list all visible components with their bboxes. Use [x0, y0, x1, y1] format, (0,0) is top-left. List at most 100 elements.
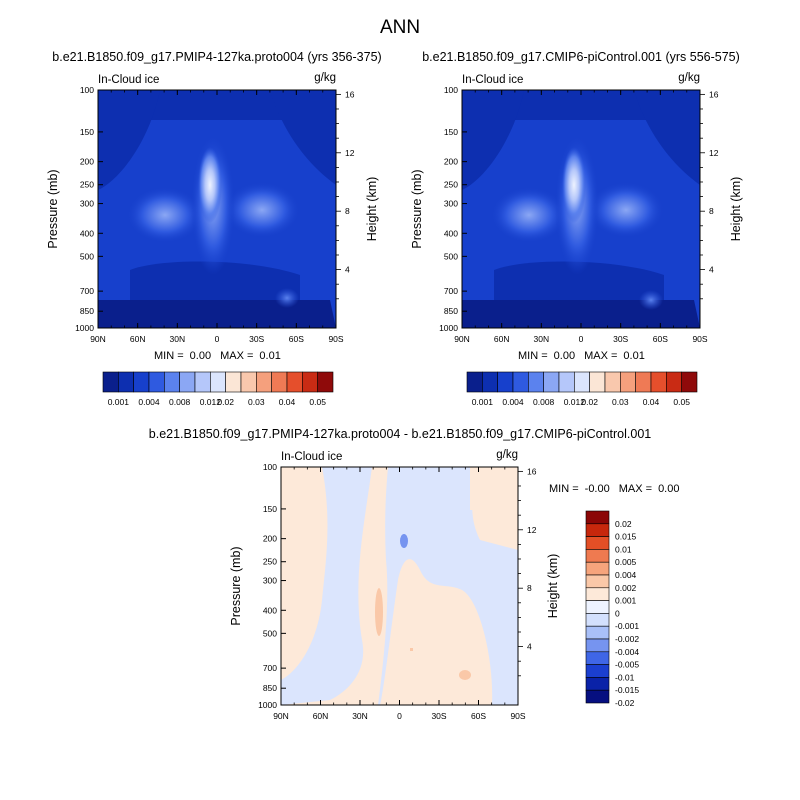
colorbar-label: 0.015: [615, 532, 637, 542]
y-tick-label: 250: [263, 557, 277, 567]
colorbar-label: 0.04: [643, 397, 660, 407]
x-tick-label: 90S: [328, 334, 343, 344]
contour-field: [462, 90, 700, 328]
colorbar-swatch: [585, 689, 610, 704]
colorbar-swatch: [118, 371, 134, 393]
colorbar-swatch: [482, 371, 498, 393]
colorbar-swatch: [585, 638, 610, 653]
y-tick-label: 200: [80, 157, 94, 167]
x-tick-label: 90N: [454, 334, 470, 344]
colorbar-label: -0.004: [615, 647, 639, 657]
y-tick-label: 300: [80, 199, 94, 209]
colorbar-swatch: [585, 536, 610, 550]
units-label: g/kg: [678, 72, 700, 84]
y-tick-label: 850: [263, 683, 277, 693]
colorbar-swatch: [620, 371, 636, 393]
colorbar-swatch: [585, 549, 610, 563]
y-right-tick-label: 16: [345, 89, 355, 99]
panel-title: b.e21.B1850.f09_g17.CMIP6-piControl.001 …: [422, 50, 740, 64]
colorbar-label: 0.01: [615, 544, 632, 554]
max-value: 0.00: [658, 483, 679, 495]
y-tick-label: 300: [444, 199, 458, 209]
y-tick-label: 150: [80, 127, 94, 137]
colorbar-label: 0.012: [564, 397, 586, 407]
colorbar-swatch: [528, 371, 544, 393]
colorbar-swatch: [302, 371, 318, 393]
colorbar-swatch: [585, 574, 610, 589]
colorbar-swatch: [585, 587, 610, 601]
y-right-tick-label: 12: [709, 148, 719, 158]
colorbar-swatch: [225, 371, 242, 393]
panel-title: b.e21.B1850.f09_g17.PMIP4-127ka.proto004…: [149, 427, 651, 441]
panel-pmip4: b.e21.B1850.f09_g17.PMIP4-127ka.proto004…: [46, 50, 382, 407]
colorbar-swatch: [585, 625, 610, 640]
y-right-tick-label: 4: [345, 265, 350, 275]
colorbar-swatch: [148, 371, 165, 393]
y-axis-right-title: Height (km): [729, 177, 743, 242]
colorbar-swatch: [543, 371, 560, 393]
figure-title: ANN: [380, 17, 420, 38]
x-tick-label: 60N: [494, 334, 510, 344]
y-tick-label: 400: [444, 228, 458, 238]
colorbar-swatch: [585, 664, 610, 678]
colorbar-swatch: [133, 371, 150, 393]
colorbar-swatch: [317, 371, 334, 393]
colorbar-swatch: [635, 371, 652, 393]
x-ticks: 90N 60N 30N 0 30S 60S 90S: [454, 90, 708, 344]
colorbar-swatch: [585, 651, 610, 665]
y-tick-label: 700: [80, 286, 94, 296]
panel-title: b.e21.B1850.f09_g17.PMIP4-127ka.proto004…: [52, 50, 381, 64]
max-label: MAX =: [220, 350, 253, 362]
x-tick-label: 30S: [613, 334, 628, 344]
colorbar-swatch: [240, 371, 257, 393]
x-tick-label: 60S: [471, 711, 486, 721]
colorbar-swatch: [589, 371, 606, 393]
panel-cmip6: b.e21.B1850.f09_g17.CMIP6-piControl.001 …: [410, 50, 743, 407]
x-tick-label: 60S: [289, 334, 304, 344]
y-ticks: 100 150 200 250 300 400 500 700 850 1000: [258, 462, 286, 710]
y-tick-label: 200: [444, 157, 458, 167]
colorbar-label: 0.001: [472, 397, 494, 407]
y-axis-title: Pressure (mb): [410, 169, 424, 248]
x-tick-label: 30S: [249, 334, 264, 344]
colorbar-label: -0.02: [615, 698, 635, 708]
y-tick-label: 500: [444, 251, 458, 261]
colorbar-swatch: [256, 371, 272, 393]
y-tick-label: 150: [263, 504, 277, 514]
colorbar-label: 0.02: [217, 397, 234, 407]
y-tick-label: 250: [80, 180, 94, 190]
colorbar-label: 0.02: [615, 519, 632, 529]
colorbar-label: -0.002: [615, 634, 639, 644]
colorbar-swatch: [574, 371, 590, 393]
colorbar-swatch: [650, 371, 667, 393]
y-right-tick-label: 4: [709, 265, 714, 275]
colorbar-label: 0.004: [615, 570, 637, 580]
colorbar-swatch: [666, 371, 682, 393]
min-label: MIN =: [154, 350, 184, 362]
y-tick-label: 100: [80, 85, 94, 95]
colorbar-swatch: [102, 371, 119, 393]
y-right-tick-label: 12: [345, 148, 355, 158]
x-tick-label: 30S: [431, 711, 446, 721]
y-right-tick-label: 16: [709, 89, 719, 99]
max-label: MAX =: [619, 483, 652, 495]
x-tick-label: 90S: [692, 334, 707, 344]
colorbar-label: 0.001: [108, 397, 130, 407]
y-axis-right-title: Height (km): [546, 554, 560, 619]
colorbar-label: 0.05: [309, 397, 326, 407]
y-tick-label: 1000: [439, 323, 458, 333]
x-ticks: 90N 60N 30N 0 30S 60S 90S: [90, 90, 344, 344]
variable-label: In-Cloud ice: [281, 451, 342, 463]
colorbar-swatch: [585, 561, 610, 576]
colorbar-label: 0.005: [615, 557, 637, 567]
colorbar-swatch: [585, 600, 610, 614]
colorbar-label: -0.015: [615, 685, 639, 695]
colorbar-swatch: [585, 677, 610, 691]
y-right-tick-label: 8: [709, 206, 714, 216]
contour-field: [281, 467, 518, 705]
colorbar-swatch: [210, 371, 226, 393]
stats-text: MIN = 0.00 MAX = 0.01: [154, 350, 281, 362]
